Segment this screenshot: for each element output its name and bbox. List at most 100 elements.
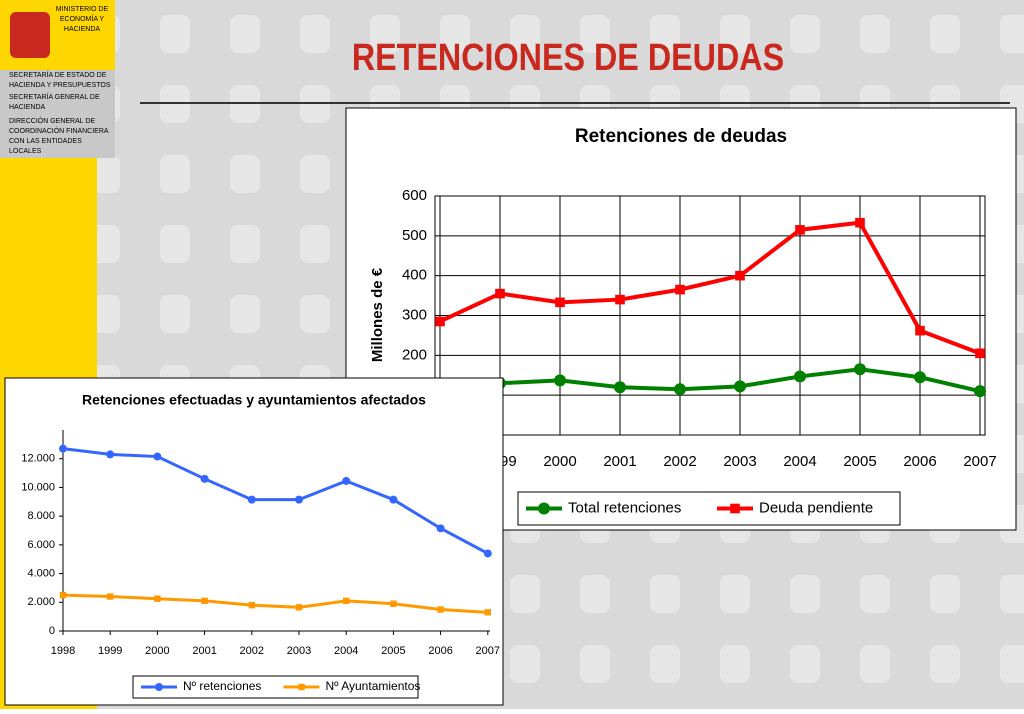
x-tick-label: 2001: [192, 645, 216, 657]
legend-marker: [730, 503, 740, 514]
data-point: [483, 549, 492, 558]
x-tick-label: 2007: [963, 453, 996, 470]
data-point: [154, 595, 161, 602]
data-point: [794, 370, 806, 383]
series-line: [62, 447, 489, 555]
data-point: [674, 383, 686, 396]
x-tick-label: 2005: [843, 453, 876, 470]
sidebar-line: SECRETARÍA GENERAL DE: [9, 92, 100, 101]
data-point: [974, 385, 986, 398]
y-tick-label: 6.000: [27, 539, 55, 551]
legend-marker: [538, 502, 550, 515]
legend: [132, 675, 419, 699]
y-tick-label: 400: [402, 267, 427, 284]
data-point: [437, 606, 444, 613]
data-point: [106, 450, 115, 459]
sidebar-line: SECRETARÍA DE ESTADO DE: [9, 70, 107, 79]
data-point: [389, 495, 398, 504]
x-tick-label: 1998: [51, 645, 75, 657]
data-point: [153, 452, 162, 461]
data-point: [675, 284, 685, 295]
legend-label: Nº Ayuntamientos: [326, 679, 421, 693]
data-point: [343, 597, 350, 605]
coat-of-arms: [10, 12, 50, 58]
x-tick-label: 1999: [98, 645, 122, 657]
y-tick-label: 4.000: [27, 567, 55, 579]
data-point: [975, 348, 985, 359]
x-tick-label: 2002: [663, 453, 696, 470]
data-point: [555, 297, 565, 308]
legend-label: Total retenciones: [568, 499, 681, 516]
chart-title: Retenciones de deudas: [575, 126, 787, 147]
x-tick-label: 2007: [476, 645, 500, 657]
y-tick-label: 300: [402, 306, 427, 323]
y-tick-label: 8.000: [27, 510, 55, 522]
x-tick-label: 2006: [428, 645, 452, 657]
x-tick-label: 2004: [783, 453, 816, 470]
data-point: [107, 593, 114, 600]
x-tick-label: 2006: [903, 453, 936, 470]
ministry-line: ECONOMÍA Y: [60, 14, 105, 23]
data-point: [295, 495, 303, 504]
data-point: [435, 316, 445, 327]
legend-marker: [155, 683, 163, 691]
data-point: [915, 325, 925, 336]
chart-2: Retenciones efectuadas y ayuntamientos a…: [4, 377, 504, 706]
sidebar-line: HACIENDA: [9, 104, 46, 111]
y-tick-label: 500: [402, 227, 427, 244]
y-tick-label: 600: [402, 187, 427, 204]
data-point: [201, 597, 208, 605]
chart-frame: [4, 377, 504, 706]
sidebar-line: CON LAS ENTIDADES: [9, 138, 82, 145]
data-point: [734, 380, 746, 393]
series-line: [439, 220, 981, 356]
sidebar-line: COORDINACIÓN FINANCIERA: [9, 126, 109, 135]
data-point: [295, 604, 303, 611]
y-tick-label: 0: [49, 625, 55, 637]
legend-label: Nº retenciones: [183, 679, 261, 693]
ministry-line: HACIENDA: [64, 26, 101, 33]
y-tick-label: 10.000: [21, 481, 55, 493]
data-point: [484, 609, 491, 616]
data-point: [436, 524, 445, 533]
sidebar-line: DIRECCIÓN GENERAL DE: [9, 116, 95, 125]
legend-marker: [298, 683, 305, 691]
data-point: [795, 225, 805, 235]
data-point: [854, 363, 866, 376]
data-point: [390, 600, 397, 607]
data-point: [59, 591, 67, 599]
ministry-line: MINISTERIO DE: [56, 6, 109, 13]
x-tick-label: 2003: [723, 453, 756, 470]
data-point: [59, 444, 67, 453]
x-tick-label: 2000: [543, 453, 576, 470]
data-point: [248, 601, 255, 609]
data-point: [495, 288, 505, 299]
legend-label: Deuda pendiente: [759, 499, 873, 516]
x-tick-label: 2001: [603, 453, 636, 470]
y-tick-label: 200: [402, 346, 427, 363]
x-tick-label: 2000: [145, 645, 169, 657]
y-tick-label: 12.000: [21, 453, 55, 465]
slide-title: RETENCIONES DE DEUDAS: [352, 37, 784, 79]
x-tick-label: 2005: [381, 645, 405, 657]
x-tick-label: 2003: [287, 645, 311, 657]
data-point: [914, 371, 926, 384]
sidebar-panel: [0, 70, 115, 158]
data-point: [735, 270, 745, 281]
data-point: [247, 495, 256, 504]
data-point: [614, 381, 626, 394]
series-line: [62, 593, 488, 614]
y-axis-label: Millones de €: [369, 267, 386, 362]
legend: [517, 491, 901, 526]
data-point: [615, 294, 625, 305]
sidebar-line: HACIENDA Y PRESUPUESTOS: [9, 82, 111, 89]
y-tick-label: 2.000: [27, 596, 55, 608]
data-point: [342, 476, 351, 485]
data-point: [554, 374, 566, 387]
data-point: [855, 217, 865, 228]
sidebar-line: LOCALES: [9, 148, 42, 155]
x-tick-label: 2004: [334, 645, 358, 657]
chart-title: Retenciones efectuadas y ayuntamientos a…: [82, 392, 426, 408]
